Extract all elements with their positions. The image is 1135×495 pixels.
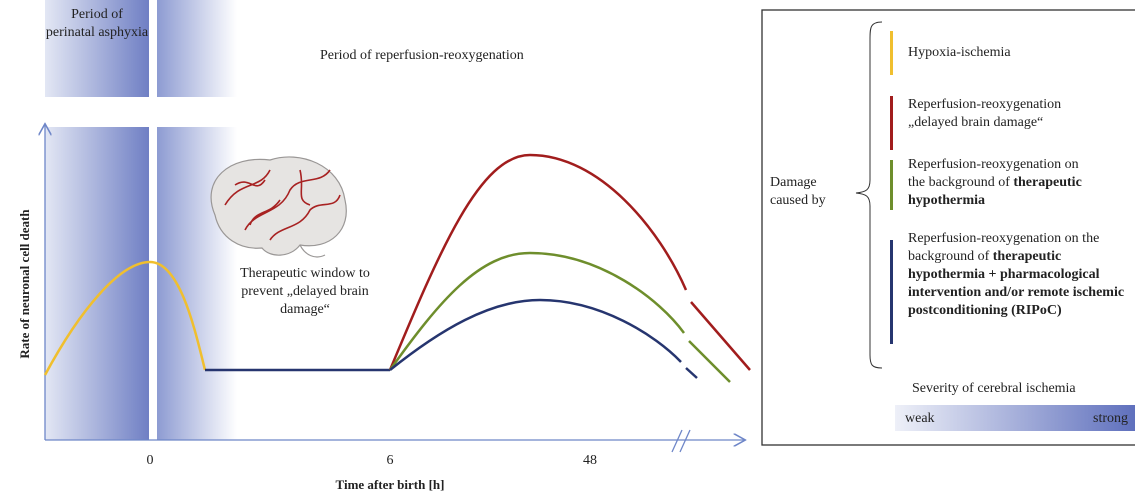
severity-weak: weak	[905, 411, 935, 426]
severity-strong: strong	[1093, 411, 1128, 426]
x-tick-label: 6	[386, 453, 394, 468]
legend-title: Damage caused by	[770, 175, 826, 208]
legend-brace	[855, 21, 883, 369]
legend-text: Reperfusion-reoxygenation on the backgro…	[908, 231, 1100, 264]
severity-scale	[895, 405, 1135, 431]
hypoxia-curve	[43, 260, 207, 376]
y-axis-label: Rate of neuronal cell death	[17, 209, 32, 359]
severity-title: Severity of cerebral ischemia	[912, 381, 1076, 396]
brain-icon	[210, 156, 347, 258]
reperfusion-fade	[157, 0, 237, 97]
legend-item: Reperfusion-reoxygenation on the backgro…	[908, 230, 1135, 320]
legend-text: Hypoxia-ischemia	[908, 45, 1011, 60]
legend-swatch	[890, 240, 893, 344]
x-tick-label: 0	[146, 453, 154, 468]
period-asphyxia: Period of perinatal asphyxia	[45, 7, 149, 40]
therapeutic-window: Therapeutic window to prevent „delayed b…	[240, 266, 370, 317]
legend-box	[761, 9, 1135, 446]
combined-therapy-curve	[389, 298, 698, 379]
x-axis-label: Time after birth [h]	[335, 477, 445, 492]
asphyxia-band	[45, 127, 149, 440]
axis-break	[671, 429, 691, 453]
legend-swatch	[890, 96, 893, 150]
legend-emphasis: therapeutic hypothermia	[908, 175, 1082, 208]
hypothermia-curve	[388, 251, 731, 383]
legend-item: Reperfusion-reoxygenation on the backgro…	[908, 156, 1098, 210]
legend-swatch	[890, 31, 893, 75]
period-reperfusion: Period of reperfusion-reoxygenation	[320, 48, 524, 63]
legend-swatch	[890, 160, 893, 210]
legend-text: Reperfusion-reoxygenation „delayed brain…	[908, 97, 1062, 130]
legend-emphasis: therapeutic hypothermia + pharmacologica…	[908, 249, 1125, 318]
legend-text: Reperfusion-reoxygenation on the backgro…	[908, 157, 1079, 190]
asphyxia-box	[45, 0, 149, 97]
x-tick-label: 48	[583, 453, 597, 468]
legend-item: Reperfusion-reoxygenation „delayed brain…	[908, 96, 1108, 132]
legend-item: Hypoxia-ischemia	[908, 44, 1128, 62]
delayed-damage-curve	[388, 153, 751, 371]
